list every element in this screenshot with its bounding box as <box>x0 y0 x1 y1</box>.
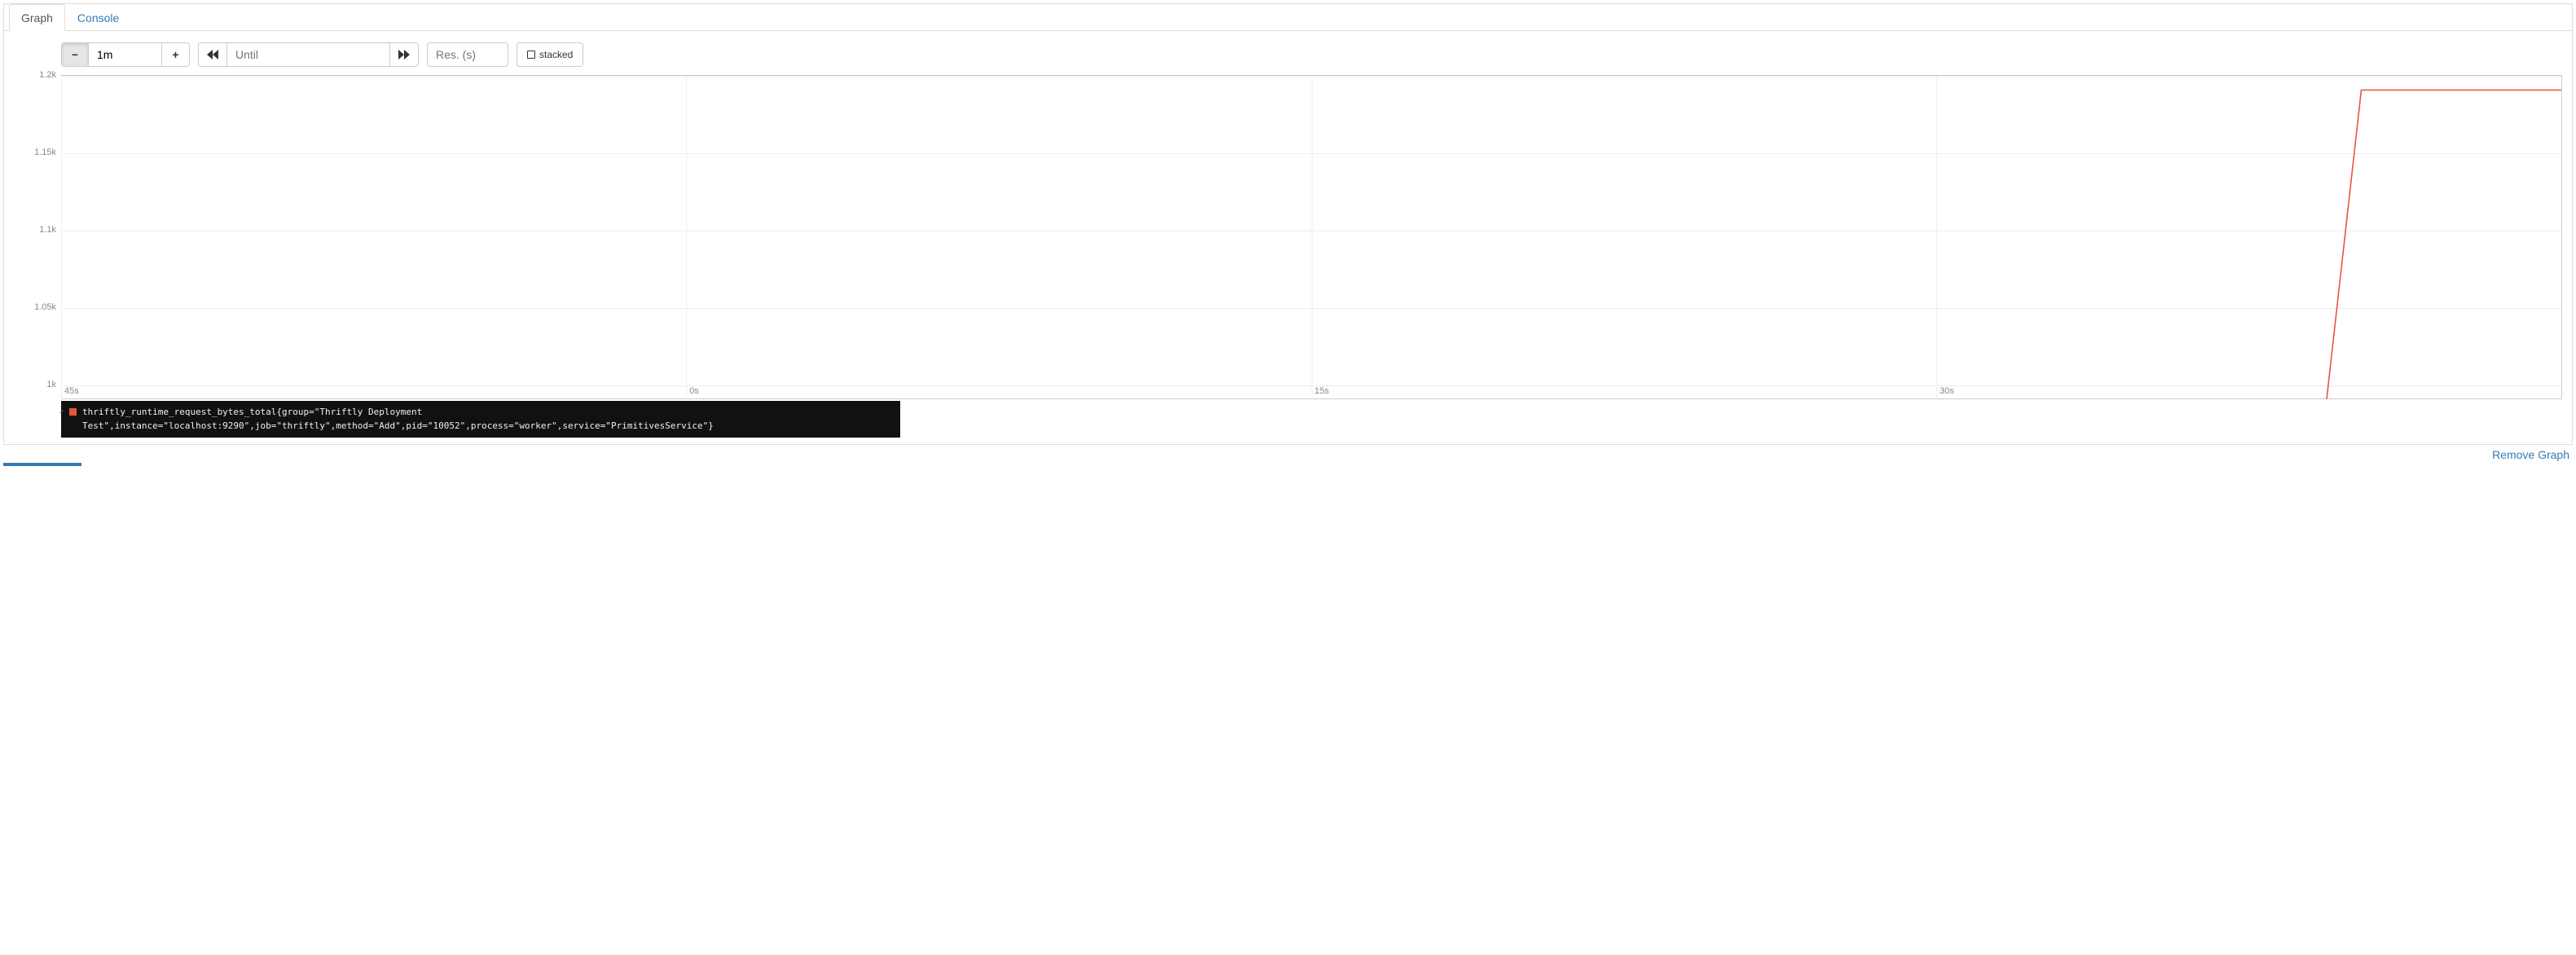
time-nav-group <box>198 42 419 67</box>
gridline-vertical <box>1936 76 1937 399</box>
tab-console[interactable]: Console <box>65 4 131 31</box>
rewind-button[interactable] <box>198 42 227 67</box>
legend-swatch <box>69 408 77 416</box>
y-axis-label: 1.05k <box>34 302 61 312</box>
graph-panel: Graph Console − + stacked 45s0s15s30 <box>3 3 2573 445</box>
chart-area: 45s0s15s30s 1k1.05k1.1k1.15k1.2k <box>61 75 2562 399</box>
x-axis-label: 45s <box>61 386 79 396</box>
range-input[interactable] <box>89 42 162 67</box>
accent-bar <box>3 463 81 466</box>
y-axis-label: 1.1k <box>39 225 61 235</box>
checkbox-icon <box>527 51 535 59</box>
tab-bar: Graph Console <box>4 4 2572 31</box>
forward-button[interactable] <box>390 42 419 67</box>
time-range-group: − + <box>61 42 190 67</box>
until-input[interactable] <box>227 42 390 67</box>
tab-graph[interactable]: Graph <box>9 4 65 31</box>
stacked-toggle[interactable]: stacked <box>517 42 583 67</box>
decrease-range-button[interactable]: − <box>61 42 89 67</box>
resolution-input[interactable] <box>427 42 508 67</box>
legend: ✓ thriftly_runtime_request_bytes_total{g… <box>61 401 900 438</box>
gridline-vertical <box>61 76 62 399</box>
legend-item[interactable]: ✓ thriftly_runtime_request_bytes_total{g… <box>61 401 900 438</box>
legend-label: thriftly_runtime_request_bytes_total{gro… <box>82 407 714 431</box>
forward-icon <box>398 50 410 59</box>
line-chart[interactable]: 45s 0s 15s 30s <box>61 75 2562 399</box>
x-axis-label: 30s <box>1936 386 1954 396</box>
rewind-icon <box>207 50 218 59</box>
increase-range-button[interactable]: + <box>162 42 190 67</box>
check-icon: ✓ <box>59 407 64 419</box>
controls-row: − + stacked <box>4 31 2572 75</box>
y-axis-label: 1.2k <box>39 70 61 80</box>
gridline-vertical <box>686 76 687 399</box>
y-axis-label: 1k <box>46 380 61 389</box>
x-axis-label: 15s <box>1312 386 1330 396</box>
x-axis-label: 0s <box>686 386 699 396</box>
remove-graph-link[interactable]: Remove Graph <box>3 445 2573 461</box>
y-axis-label: 1.15k <box>34 147 61 157</box>
stacked-label: stacked <box>539 49 573 60</box>
